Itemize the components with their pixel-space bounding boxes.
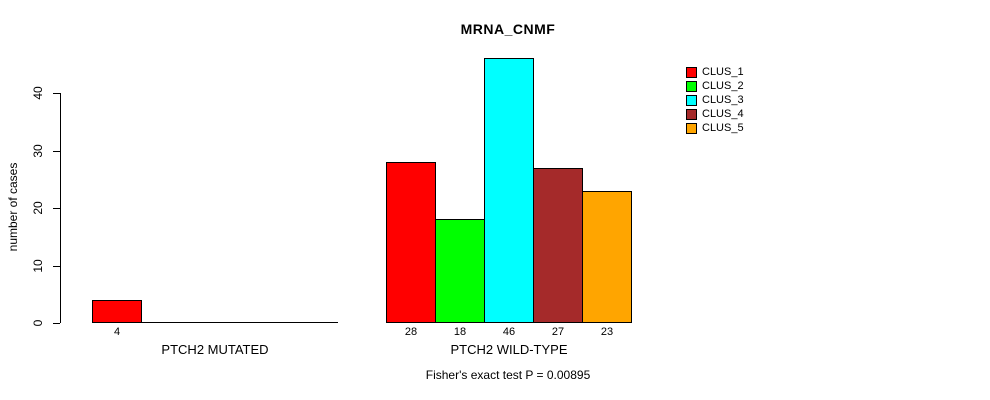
group-baseline: [92, 322, 338, 323]
bar-clus_1: [92, 300, 142, 323]
y-axis-tick-label: 10: [31, 259, 45, 273]
bar-value-label: 28: [404, 326, 418, 338]
bar-clus_3: [484, 58, 534, 323]
bar-value-label: 23: [600, 326, 614, 338]
legend-item-clus_3: CLUS_3: [686, 93, 744, 107]
y-axis-tick-label: 30: [31, 144, 45, 158]
legend-item-label: CLUS_2: [702, 80, 744, 92]
bar-clus_1: [386, 162, 436, 323]
y-axis-tick: [53, 93, 60, 94]
y-axis-tick-label: 0: [31, 319, 45, 327]
legend: CLUS_1 CLUS_2 CLUS_3 CLUS_4 CLUS_5: [686, 65, 744, 135]
y-axis-line: [60, 93, 61, 323]
legend-item-label: CLUS_5: [702, 122, 744, 134]
y-axis-tick-label: 20: [31, 201, 45, 215]
legend-item-clus_2: CLUS_2: [686, 79, 744, 93]
y-axis-tick: [53, 151, 60, 152]
chart-title: MRNA_CNMF: [460, 21, 556, 37]
legend-swatch-icon: [686, 80, 697, 92]
y-axis-label: number of cases: [6, 162, 20, 252]
legend-swatch-icon: [686, 94, 697, 106]
bar-value-label: 27: [551, 326, 565, 338]
x-group-label-mutated: PTCH2 MUTATED: [161, 342, 269, 357]
bar-value-label: 4: [113, 326, 121, 338]
legend-item-clus_5: CLUS_5: [686, 121, 744, 135]
legend-swatch-icon: [686, 66, 697, 78]
legend-item-label: CLUS_3: [702, 94, 744, 106]
legend-item-clus_1: CLUS_1: [686, 65, 744, 79]
y-axis-tick: [53, 208, 60, 209]
legend-swatch-icon: [686, 108, 697, 120]
bar-clus_4: [533, 168, 583, 323]
fisher-test-caption: Fisher's exact test P = 0.00895: [425, 368, 591, 382]
bar-clus_5: [582, 191, 632, 323]
y-axis-tick: [53, 323, 60, 324]
bar-clus_2: [435, 219, 485, 323]
legend-item-label: CLUS_1: [702, 66, 744, 78]
legend-item-label: CLUS_4: [702, 108, 744, 120]
y-axis-tick: [53, 266, 60, 267]
y-axis-tick-label: 40: [31, 86, 45, 100]
bar-value-label: 46: [502, 326, 516, 338]
legend-swatch-icon: [686, 122, 697, 134]
bar-value-label: 18: [453, 326, 467, 338]
legend-item-clus_4: CLUS_4: [686, 107, 744, 121]
x-group-label-wildtype: PTCH2 WILD-TYPE: [450, 342, 568, 357]
